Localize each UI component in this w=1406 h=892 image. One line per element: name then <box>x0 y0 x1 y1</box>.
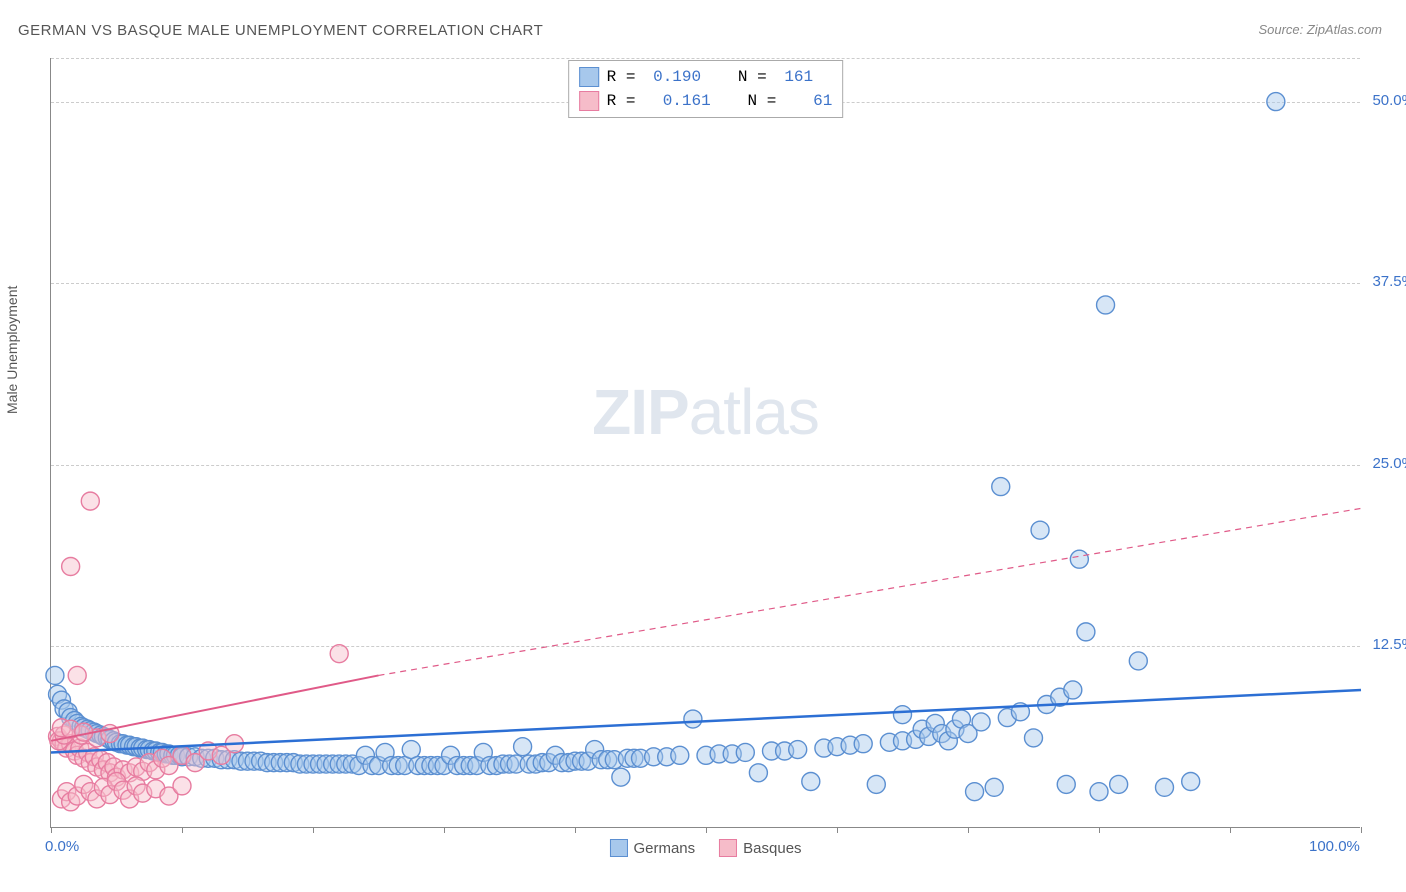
trend-line <box>51 690 1361 752</box>
x-tick <box>968 827 969 833</box>
legend-text: R = <box>607 89 645 113</box>
x-tick <box>575 827 576 833</box>
scatter-point <box>1070 550 1088 568</box>
scatter-point <box>972 713 990 731</box>
scatter-point <box>966 783 984 801</box>
scatter-point <box>802 773 820 791</box>
scatter-point <box>1129 652 1147 670</box>
scatter-point <box>854 735 872 753</box>
plot-area: ZIPatlas 12.5%25.0%37.5%50.0% R = 0.190 … <box>50 58 1360 828</box>
source-label: Source: ZipAtlas.com <box>1258 22 1382 37</box>
scatter-point <box>514 738 532 756</box>
legend-label: Germans <box>633 840 695 857</box>
scatter-point <box>173 777 191 795</box>
scatter-point <box>1097 296 1115 314</box>
y-tick-label: 12.5% <box>1372 636 1406 653</box>
legend-series: Germans Basques <box>609 839 801 857</box>
scatter-point <box>1057 775 1075 793</box>
scatter-point <box>1110 775 1128 793</box>
y-axis-label: Male Unemployment <box>4 286 20 414</box>
y-tick-label: 50.0% <box>1372 92 1406 109</box>
scatter-point <box>671 746 689 764</box>
x-tick-label: 0.0% <box>45 838 79 855</box>
scatter-point <box>749 764 767 782</box>
legend-correlation: R = 0.190 N = 161R = 0.161 N = 61 <box>568 60 844 118</box>
scatter-point <box>985 778 1003 796</box>
chart-title: GERMAN VS BASQUE MALE UNEMPLOYMENT CORRE… <box>18 22 543 39</box>
x-tick <box>444 827 445 833</box>
scatter-point <box>1025 729 1043 747</box>
legend-row: R = 0.190 N = 161 <box>579 65 833 89</box>
scatter-point <box>736 743 754 761</box>
scatter-point <box>867 775 885 793</box>
scatter-point <box>81 492 99 510</box>
scatter-point <box>684 710 702 728</box>
chart-container: GERMAN VS BASQUE MALE UNEMPLOYMENT CORRE… <box>0 0 1406 892</box>
scatter-point <box>1031 521 1049 539</box>
scatter-point <box>1156 778 1174 796</box>
x-tick <box>1361 827 1362 833</box>
x-tick <box>51 827 52 833</box>
scatter-svg <box>51 58 1360 827</box>
legend-text: R = <box>607 65 645 89</box>
x-tick <box>1230 827 1231 833</box>
trend-line <box>379 508 1362 675</box>
y-tick-label: 25.0% <box>1372 455 1406 472</box>
legend-swatch <box>579 91 599 111</box>
y-tick-label: 37.5% <box>1372 273 1406 290</box>
x-tick-label: 100.0% <box>1309 838 1360 855</box>
legend-item: Basques <box>719 839 801 857</box>
scatter-point <box>68 666 86 684</box>
scatter-point <box>62 557 80 575</box>
scatter-point <box>1064 681 1082 699</box>
scatter-point <box>330 645 348 663</box>
x-tick <box>313 827 314 833</box>
scatter-point <box>894 706 912 724</box>
legend-text: N = <box>719 89 786 113</box>
legend-swatch <box>579 67 599 87</box>
legend-item: Germans <box>609 839 695 857</box>
legend-row: R = 0.161 N = 61 <box>579 89 833 113</box>
scatter-point <box>992 478 1010 496</box>
scatter-point <box>1182 773 1200 791</box>
x-tick <box>182 827 183 833</box>
legend-swatch <box>609 839 627 857</box>
x-tick <box>706 827 707 833</box>
scatter-point <box>1090 783 1108 801</box>
scatter-point <box>612 768 630 786</box>
scatter-point <box>1077 623 1095 641</box>
legend-r-value: 0.161 <box>653 89 711 113</box>
scatter-point <box>1267 93 1285 111</box>
scatter-point <box>46 666 64 684</box>
legend-n-value: 61 <box>794 89 832 113</box>
legend-r-value: 0.190 <box>653 65 701 89</box>
legend-label: Basques <box>743 840 801 857</box>
scatter-point <box>789 741 807 759</box>
x-tick <box>837 827 838 833</box>
legend-text: N = <box>709 65 776 89</box>
x-tick <box>1099 827 1100 833</box>
legend-n-value: 161 <box>784 65 813 89</box>
legend-swatch <box>719 839 737 857</box>
trend-line <box>51 675 379 740</box>
